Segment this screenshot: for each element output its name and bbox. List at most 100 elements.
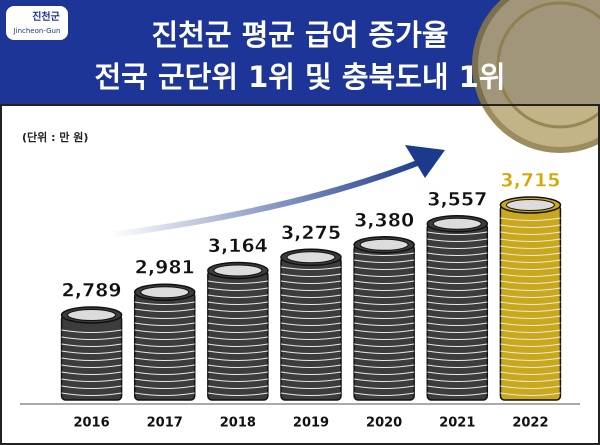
coin-edge bbox=[500, 308, 561, 312]
coin-edge bbox=[61, 371, 122, 375]
coin-edge bbox=[427, 371, 488, 375]
coin-edge bbox=[354, 322, 415, 326]
coin-edge bbox=[500, 287, 561, 291]
coin-edge bbox=[500, 343, 561, 347]
coin-edge bbox=[134, 336, 195, 340]
coin-edge bbox=[280, 385, 342, 389]
coin-edge bbox=[134, 343, 195, 347]
coin-edge bbox=[61, 385, 122, 389]
coin-edge bbox=[500, 315, 561, 319]
x-tick-label: 2021 bbox=[439, 416, 475, 431]
coin-edge bbox=[354, 252, 415, 256]
coin-edge bbox=[500, 378, 561, 382]
coin-edge bbox=[207, 322, 268, 326]
coin-edge bbox=[427, 259, 488, 263]
value-label: 2,981 bbox=[135, 257, 195, 279]
coin-edge bbox=[61, 392, 122, 396]
coin-edge bbox=[354, 294, 415, 298]
value-label: 3,380 bbox=[354, 209, 414, 231]
coin-edge bbox=[280, 371, 342, 375]
frame bbox=[0, 104, 600, 445]
value-label: 2,789 bbox=[62, 280, 122, 302]
coin-edge bbox=[134, 378, 195, 382]
coin-edge bbox=[354, 329, 415, 333]
coin-edge bbox=[280, 392, 342, 396]
coin-edge bbox=[280, 294, 342, 298]
coin-edge bbox=[207, 343, 268, 347]
coin-edge bbox=[207, 350, 268, 354]
title-line: 전국 군단위 1위 및 충북도내 1위 bbox=[95, 60, 506, 94]
coin-edge bbox=[354, 371, 415, 375]
coin-edge bbox=[61, 336, 122, 340]
coin-edge bbox=[354, 385, 415, 389]
coin-edge bbox=[427, 280, 488, 284]
coin-face bbox=[432, 217, 482, 230]
coin-edge bbox=[500, 357, 561, 361]
coin-face bbox=[140, 286, 190, 299]
coin-edge bbox=[280, 329, 342, 333]
coin-edge bbox=[280, 315, 342, 319]
coin-edge bbox=[134, 315, 195, 319]
title-line: 진천군 평균 급여 증가율 bbox=[151, 18, 448, 52]
coin-edge bbox=[134, 392, 195, 396]
coin-edge bbox=[280, 301, 342, 305]
coin-edge bbox=[427, 287, 488, 291]
coin-edge bbox=[134, 350, 195, 354]
coin-edge bbox=[280, 364, 342, 368]
trend-arrow bbox=[109, 157, 427, 238]
coin-edge bbox=[207, 371, 268, 375]
coin-edge bbox=[280, 336, 342, 340]
coin-edge bbox=[354, 315, 415, 319]
coin-edge bbox=[500, 371, 561, 375]
coin-edge bbox=[427, 385, 488, 389]
unit-note: (단위 : 만 원) bbox=[22, 130, 88, 144]
coin-edge bbox=[61, 329, 122, 333]
coin-edge bbox=[500, 245, 561, 249]
coin-edge bbox=[354, 336, 415, 340]
coin-edge bbox=[427, 294, 488, 298]
coin-edge bbox=[500, 266, 561, 270]
coin-edge bbox=[427, 238, 488, 242]
coin-edge bbox=[427, 245, 488, 249]
coin-edge bbox=[427, 315, 488, 319]
coin-edge bbox=[134, 357, 195, 361]
coin-edge bbox=[207, 287, 268, 291]
coin-edge bbox=[280, 308, 342, 312]
coin-edge bbox=[500, 217, 561, 221]
coin-edge bbox=[354, 273, 415, 277]
coin-edge bbox=[280, 273, 342, 277]
coin-edge bbox=[500, 231, 561, 235]
coin-edge bbox=[280, 266, 342, 270]
coin-edge bbox=[207, 378, 268, 382]
coin-edge bbox=[134, 308, 195, 312]
coin-edge bbox=[354, 364, 415, 368]
value-label: 3,275 bbox=[281, 222, 341, 244]
coin-edge bbox=[427, 329, 488, 333]
coin-edge bbox=[427, 343, 488, 347]
coin-edge bbox=[354, 301, 415, 305]
x-tick-label: 2020 bbox=[366, 416, 402, 431]
coin-edge bbox=[207, 336, 268, 340]
coin-edge bbox=[207, 315, 268, 319]
value-label: 3,557 bbox=[427, 188, 487, 210]
coin-face bbox=[286, 251, 336, 264]
coin-edge bbox=[427, 350, 488, 354]
logo-box bbox=[6, 6, 68, 40]
coin-edge bbox=[134, 371, 195, 375]
coin-edge bbox=[207, 301, 268, 305]
coin-edge bbox=[207, 308, 268, 312]
coin-edge bbox=[354, 280, 415, 284]
coin-edge bbox=[354, 350, 415, 354]
coin-edge bbox=[61, 350, 122, 354]
coin-face bbox=[67, 309, 117, 321]
coin-edge bbox=[61, 343, 122, 347]
coin-edge bbox=[500, 336, 561, 340]
coin-edge bbox=[354, 392, 415, 396]
coin-edge bbox=[354, 287, 415, 291]
coin-edge bbox=[354, 266, 415, 270]
coin-edge bbox=[427, 266, 488, 270]
coin-edge bbox=[500, 364, 561, 368]
coin-edge bbox=[207, 392, 268, 396]
coin-edge bbox=[427, 336, 488, 340]
